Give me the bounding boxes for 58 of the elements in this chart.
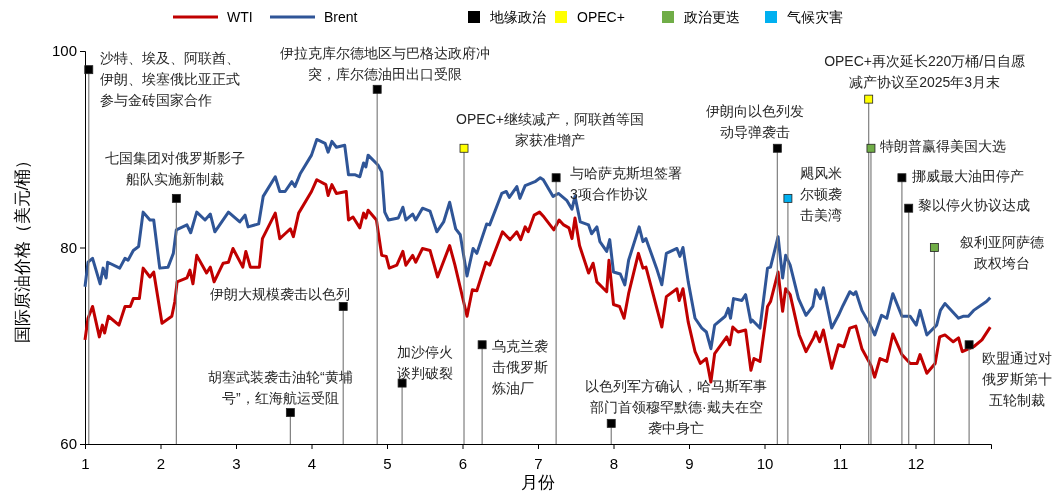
point — [171, 193, 181, 203]
annotation: 伊朗大规模袭击以色列 — [210, 286, 351, 303]
x-axis-title: 月份 — [521, 473, 555, 492]
annotation: 欧盟通过对俄罗斯第十五轮制裁 — [982, 349, 1053, 408]
legend-label: OPEC+ — [577, 9, 625, 25]
annotation: OPEC+再次延长220万桶/日自愿减产协议至2025年3月末 — [824, 53, 1026, 91]
annotation: 加沙停火谈判破裂 — [397, 344, 454, 382]
x-tick-label: 9 — [685, 454, 694, 472]
y-tick-label: 80 — [60, 238, 77, 256]
point — [84, 65, 94, 75]
point — [551, 173, 561, 183]
y-axis-title: 国际原油价格（美元/桶） — [13, 151, 32, 344]
annotation: 伊朗向以色列发动导弹袭击 — [706, 103, 805, 141]
point — [285, 408, 295, 417]
annotation: 胡塞武装袭击油轮“黄埔号”，红海航运受阻 — [208, 368, 353, 406]
annotation: 七国集团对俄罗斯影子船队实施新制裁 — [105, 150, 246, 188]
annotation: 黎以停火协议达成 — [917, 197, 1030, 214]
annotation: OPEC+继续减产，阿联酋等国家获准增产 — [456, 111, 644, 149]
point — [897, 173, 907, 183]
annotation: 乌克兰袭击俄罗斯炼油厂 — [492, 337, 549, 396]
annotation: 特朗普赢得美国大选 — [879, 138, 1006, 155]
annotation: 叙利亚阿萨德政权垮台 — [960, 233, 1045, 271]
x-tick-label: 1 — [81, 454, 90, 472]
point — [606, 418, 616, 428]
x-tick-label: 11 — [832, 454, 849, 472]
point — [864, 94, 874, 104]
x-tick-label: 2 — [156, 454, 166, 472]
point — [929, 243, 939, 252]
x-tick-label: 3 — [232, 454, 241, 472]
annotation: 飓风米尔顿袭击美湾 — [799, 165, 842, 224]
point — [866, 143, 876, 153]
legend-label: 政治更迭 — [684, 9, 740, 25]
x-tick-label: 5 — [383, 454, 392, 472]
legend-label: 气候灾害 — [787, 9, 843, 25]
annotation: 以色列军方确认，哈马斯军事部门首领穆罕默德·戴夫在空袭中身亡 — [585, 378, 768, 437]
annotation: 伊拉克库尔德地区与巴格达政府冲突，库尔德油田出口受限 — [280, 45, 491, 83]
legend-label: 地缘政治 — [489, 9, 546, 25]
legend-label: WTI — [227, 9, 253, 25]
x-tick-label: 12 — [907, 454, 925, 472]
point — [477, 340, 487, 350]
point — [459, 143, 469, 153]
x-tick-label: 7 — [534, 454, 543, 472]
annotation: 与哈萨克斯坦签署3项合作协议 — [570, 164, 683, 202]
x-tick-label: 6 — [458, 454, 468, 472]
x-tick-label: 4 — [307, 454, 317, 472]
x-tick-label: 8 — [609, 454, 619, 472]
point — [372, 84, 382, 94]
point — [338, 302, 348, 311]
point — [904, 203, 914, 213]
point — [783, 193, 793, 203]
x-tick-label: 10 — [756, 454, 774, 472]
annotation: 挪威最大油田停产 — [911, 167, 1024, 184]
point — [964, 340, 974, 350]
point — [772, 143, 782, 153]
y-tick-label: 100 — [51, 42, 77, 60]
legend-label: Brent — [324, 9, 358, 25]
y-tick-label: 60 — [60, 435, 77, 453]
annotation: 沙特、埃及、阿联酋、伊朗、埃塞俄比亚正式参与金砖国家合作 — [99, 49, 240, 108]
